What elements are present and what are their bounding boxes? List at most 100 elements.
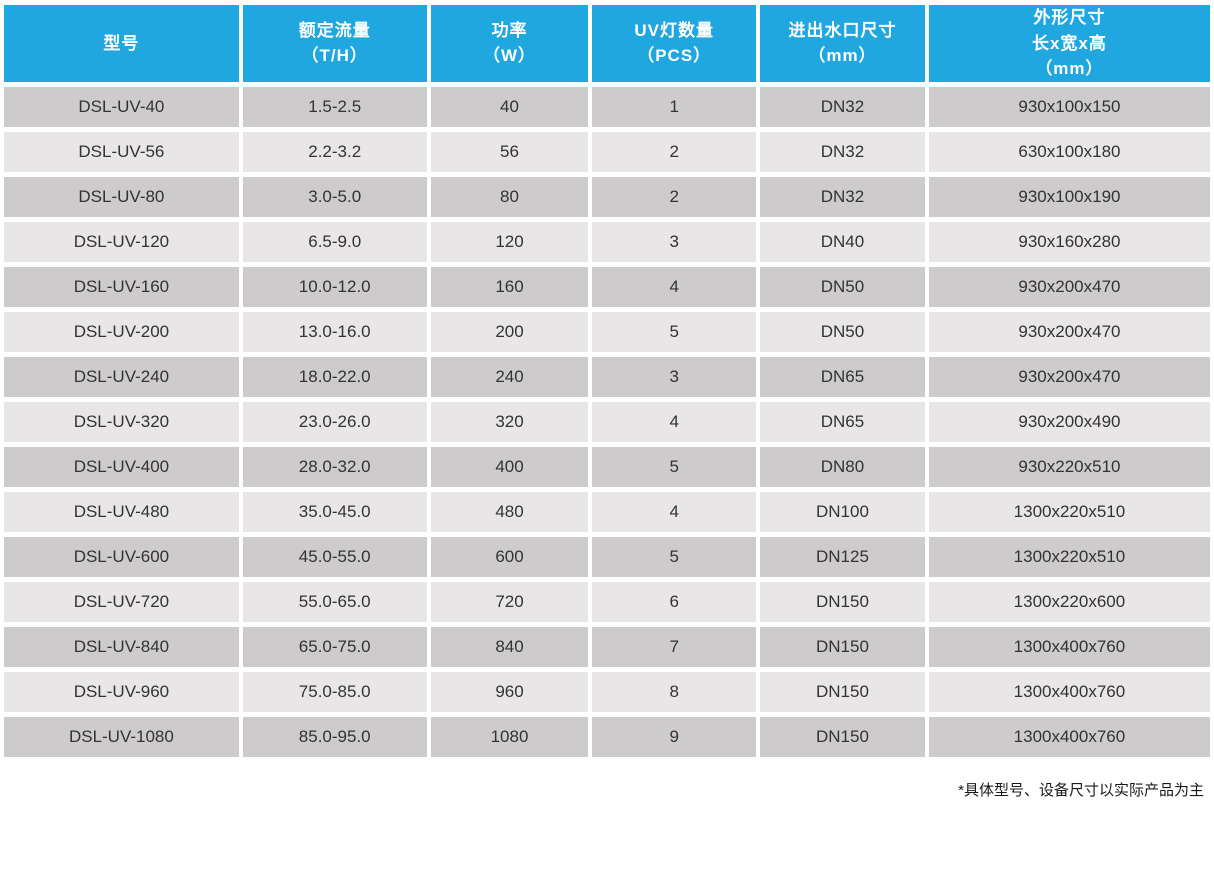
cell-rated-flow: 75.0-85.0 bbox=[242, 671, 427, 712]
cell-power: 80 bbox=[430, 176, 589, 217]
cell-power: 960 bbox=[430, 671, 589, 712]
header-label: 进出水口尺寸 bbox=[788, 20, 897, 40]
cell-inlet-outlet-size: DN50 bbox=[760, 266, 925, 307]
cell-power: 400 bbox=[430, 446, 589, 487]
cell-inlet-outlet-size: DN150 bbox=[760, 626, 925, 667]
cell-rated-flow: 18.0-22.0 bbox=[242, 356, 427, 397]
cell-uv-lamp-count: 9 bbox=[592, 716, 757, 757]
table-header: 型号 额定流量 （T/H） 功率 （W） UV灯数量 （PCS） 进出水口尺寸 … bbox=[4, 5, 1210, 82]
cell-model: DSL-UV-840 bbox=[4, 626, 239, 667]
cell-model: DSL-UV-720 bbox=[4, 581, 239, 622]
cell-inlet-outlet-size: DN32 bbox=[760, 131, 925, 172]
cell-power: 320 bbox=[430, 401, 589, 442]
cell-inlet-outlet-size: DN125 bbox=[760, 536, 925, 577]
cell-inlet-outlet-size: DN150 bbox=[760, 671, 925, 712]
cell-power: 600 bbox=[430, 536, 589, 577]
cell-inlet-outlet-size: DN150 bbox=[760, 581, 925, 622]
cell-uv-lamp-count: 1 bbox=[592, 86, 757, 127]
cell-model: DSL-UV-80 bbox=[4, 176, 239, 217]
cell-rated-flow: 6.5-9.0 bbox=[242, 221, 427, 262]
cell-uv-lamp-count: 3 bbox=[592, 356, 757, 397]
cell-model: DSL-UV-1080 bbox=[4, 716, 239, 757]
table-row: DSL-UV-1080 85.0-95.0 1080 9 DN150 1300x… bbox=[4, 716, 1210, 757]
cell-uv-lamp-count: 7 bbox=[592, 626, 757, 667]
table-row: DSL-UV-160 10.0-12.0 160 4 DN50 930x200x… bbox=[4, 266, 1210, 307]
cell-rated-flow: 1.5-2.5 bbox=[242, 86, 427, 127]
cell-overall-dimensions: 930x100x190 bbox=[928, 176, 1210, 217]
col-header-rated-flow: 额定流量 （T/H） bbox=[242, 5, 427, 82]
table-row: DSL-UV-600 45.0-55.0 600 5 DN125 1300x22… bbox=[4, 536, 1210, 577]
cell-power: 200 bbox=[430, 311, 589, 352]
cell-inlet-outlet-size: DN65 bbox=[760, 401, 925, 442]
header-sublabel: 长x宽x高 bbox=[1031, 33, 1107, 53]
cell-power: 480 bbox=[430, 491, 589, 532]
header-label: 额定流量 bbox=[298, 20, 371, 40]
cell-uv-lamp-count: 5 bbox=[592, 311, 757, 352]
table-row: DSL-UV-840 65.0-75.0 840 7 DN150 1300x40… bbox=[4, 626, 1210, 667]
table-row: DSL-UV-80 3.0-5.0 80 2 DN32 930x100x190 bbox=[4, 176, 1210, 217]
table-row: DSL-UV-400 28.0-32.0 400 5 DN80 930x220x… bbox=[4, 446, 1210, 487]
table-row: DSL-UV-720 55.0-65.0 720 6 DN150 1300x22… bbox=[4, 581, 1210, 622]
header-row: 型号 额定流量 （T/H） 功率 （W） UV灯数量 （PCS） 进出水口尺寸 … bbox=[4, 5, 1210, 82]
cell-overall-dimensions: 1300x400x760 bbox=[928, 716, 1210, 757]
cell-power: 40 bbox=[430, 86, 589, 127]
cell-model: DSL-UV-56 bbox=[4, 131, 239, 172]
cell-overall-dimensions: 1300x400x760 bbox=[928, 626, 1210, 667]
cell-inlet-outlet-size: DN40 bbox=[760, 221, 925, 262]
cell-inlet-outlet-size: DN80 bbox=[760, 446, 925, 487]
cell-uv-lamp-count: 6 bbox=[592, 581, 757, 622]
cell-power: 840 bbox=[430, 626, 589, 667]
cell-model: DSL-UV-200 bbox=[4, 311, 239, 352]
header-label: 功率 bbox=[491, 20, 528, 40]
col-header-power: 功率 （W） bbox=[430, 5, 589, 82]
cell-overall-dimensions: 930x200x490 bbox=[928, 401, 1210, 442]
header-label: 外形尺寸 bbox=[1033, 8, 1106, 27]
table-row: DSL-UV-960 75.0-85.0 960 8 DN150 1300x40… bbox=[4, 671, 1210, 712]
cell-rated-flow: 85.0-95.0 bbox=[242, 716, 427, 757]
header-label: 型号 bbox=[103, 33, 140, 53]
table-row: DSL-UV-320 23.0-26.0 320 4 DN65 930x200x… bbox=[4, 401, 1210, 442]
cell-overall-dimensions: 1300x400x760 bbox=[928, 671, 1210, 712]
cell-overall-dimensions: 1300x220x510 bbox=[928, 536, 1210, 577]
col-header-uv-lamp-count: UV灯数量 （PCS） bbox=[592, 5, 757, 82]
header-unit: （mm） bbox=[1035, 59, 1104, 78]
cell-overall-dimensions: 930x200x470 bbox=[928, 356, 1210, 397]
cell-rated-flow: 55.0-65.0 bbox=[242, 581, 427, 622]
cell-model: DSL-UV-320 bbox=[4, 401, 239, 442]
cell-rated-flow: 35.0-45.0 bbox=[242, 491, 427, 532]
header-unit: （PCS） bbox=[637, 46, 712, 66]
cell-rated-flow: 45.0-55.0 bbox=[242, 536, 427, 577]
col-header-model: 型号 bbox=[4, 5, 239, 82]
cell-model: DSL-UV-600 bbox=[4, 536, 239, 577]
uv-sterilizer-spec-table: 型号 额定流量 （T/H） 功率 （W） UV灯数量 （PCS） 进出水口尺寸 … bbox=[4, 5, 1210, 757]
cell-model: DSL-UV-120 bbox=[4, 221, 239, 262]
cell-model: DSL-UV-160 bbox=[4, 266, 239, 307]
cell-uv-lamp-count: 5 bbox=[592, 536, 757, 577]
col-header-inlet-outlet-size: 进出水口尺寸 （mm） bbox=[760, 5, 925, 82]
cell-overall-dimensions: 930x220x510 bbox=[928, 446, 1210, 487]
cell-overall-dimensions: 1300x220x510 bbox=[928, 491, 1210, 532]
cell-power: 720 bbox=[430, 581, 589, 622]
cell-overall-dimensions: 630x100x180 bbox=[928, 131, 1210, 172]
cell-model: DSL-UV-480 bbox=[4, 491, 239, 532]
cell-rated-flow: 10.0-12.0 bbox=[242, 266, 427, 307]
header-unit: （W） bbox=[482, 46, 537, 66]
cell-rated-flow: 65.0-75.0 bbox=[242, 626, 427, 667]
cell-uv-lamp-count: 4 bbox=[592, 491, 757, 532]
cell-uv-lamp-count: 2 bbox=[592, 131, 757, 172]
table-row: DSL-UV-200 13.0-16.0 200 5 DN50 930x200x… bbox=[4, 311, 1210, 352]
cell-overall-dimensions: 930x200x470 bbox=[928, 311, 1210, 352]
table-row: DSL-UV-480 35.0-45.0 480 4 DN100 1300x22… bbox=[4, 491, 1210, 532]
cell-inlet-outlet-size: DN50 bbox=[760, 311, 925, 352]
footnote: *具体型号、设备尺寸以实际产品为主 bbox=[958, 781, 1204, 799]
cell-uv-lamp-count: 8 bbox=[592, 671, 757, 712]
cell-rated-flow: 23.0-26.0 bbox=[242, 401, 427, 442]
cell-power: 56 bbox=[430, 131, 589, 172]
cell-inlet-outlet-size: DN32 bbox=[760, 86, 925, 127]
cell-power: 160 bbox=[430, 266, 589, 307]
cell-rated-flow: 3.0-5.0 bbox=[242, 176, 427, 217]
cell-power: 1080 bbox=[430, 716, 589, 757]
cell-overall-dimensions: 1300x220x600 bbox=[928, 581, 1210, 622]
cell-model: DSL-UV-40 bbox=[4, 86, 239, 127]
cell-model: DSL-UV-400 bbox=[4, 446, 239, 487]
